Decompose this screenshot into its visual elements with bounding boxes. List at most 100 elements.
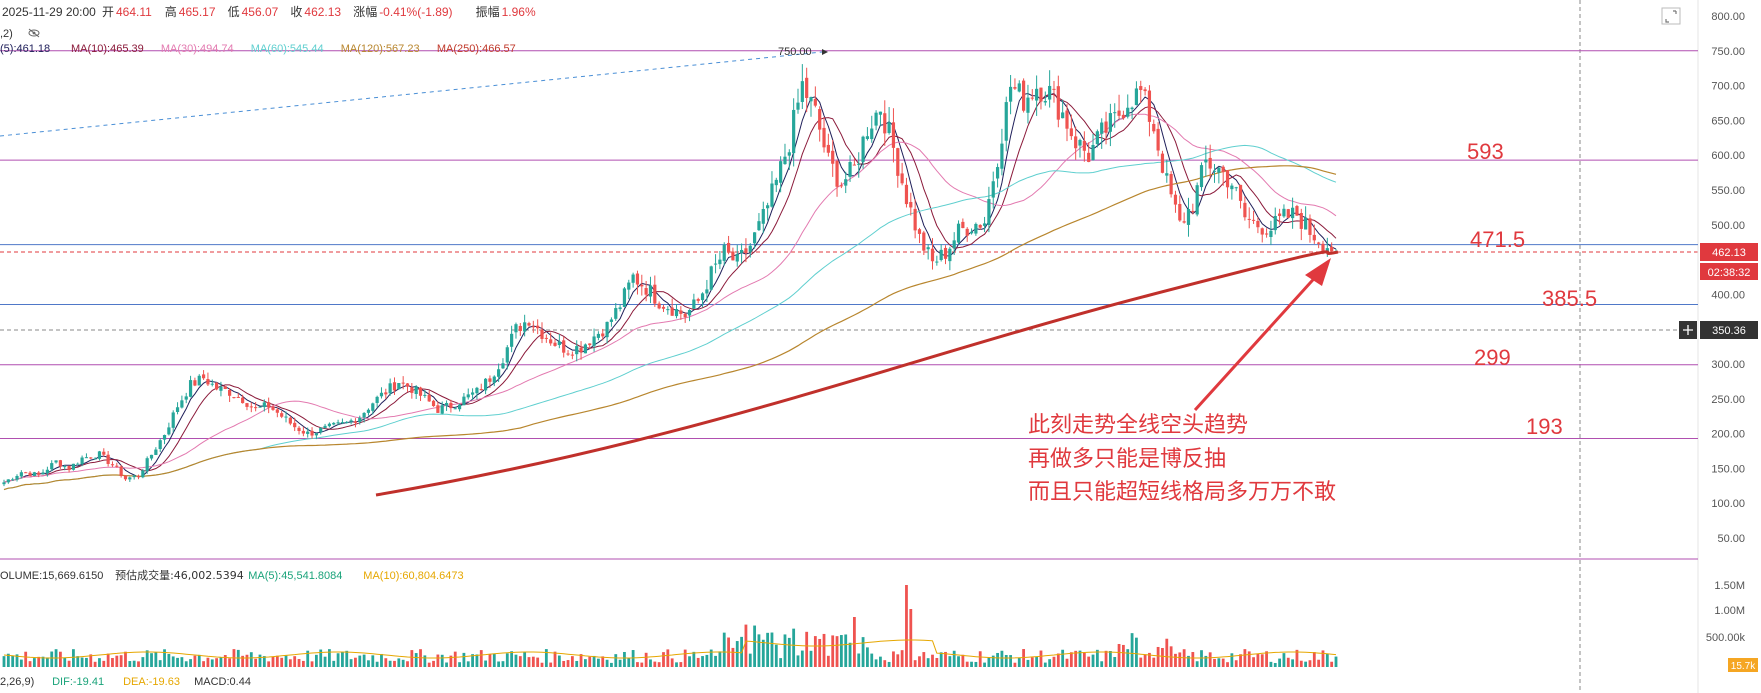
candle bbox=[896, 147, 900, 188]
volume-ma10-line bbox=[3, 639, 1337, 659]
candle-body bbox=[687, 310, 692, 316]
volume-bar bbox=[249, 652, 253, 667]
candle bbox=[228, 387, 232, 402]
candle-body bbox=[1113, 112, 1117, 114]
candle-body bbox=[1117, 110, 1121, 116]
volume-bar bbox=[106, 653, 110, 667]
candle bbox=[1282, 204, 1286, 218]
volume-bar bbox=[1312, 652, 1316, 667]
volume-bar bbox=[1195, 661, 1199, 667]
candle bbox=[267, 397, 271, 414]
candle bbox=[735, 244, 739, 267]
candle bbox=[54, 460, 58, 464]
crosshair-price-badge bbox=[1700, 321, 1758, 339]
candle-body bbox=[679, 310, 683, 314]
price-tick-label: 150.00 bbox=[1711, 463, 1745, 475]
candle bbox=[1078, 138, 1082, 158]
candle-body bbox=[1217, 167, 1221, 173]
candle bbox=[787, 149, 791, 170]
candle-body bbox=[987, 199, 991, 225]
volume-bar bbox=[835, 636, 839, 667]
volume-bar bbox=[393, 660, 396, 667]
candle-body bbox=[618, 307, 622, 310]
volume-bar bbox=[15, 654, 19, 667]
candle bbox=[171, 410, 175, 433]
candle-body bbox=[948, 248, 952, 262]
candle-body bbox=[696, 299, 700, 301]
candle bbox=[436, 401, 440, 413]
candle-body bbox=[1160, 153, 1165, 173]
volume-bar bbox=[93, 661, 97, 667]
volume-bar bbox=[696, 657, 700, 667]
peak-marker bbox=[822, 49, 828, 55]
volume-bar bbox=[1135, 637, 1138, 667]
candle-body bbox=[826, 144, 830, 153]
candle bbox=[466, 388, 470, 400]
candle bbox=[297, 426, 301, 435]
ma120-line bbox=[3, 165, 1337, 491]
volume-bar bbox=[874, 659, 878, 667]
volume-bar bbox=[219, 657, 223, 667]
candle bbox=[1173, 190, 1178, 213]
volume-bar bbox=[709, 649, 713, 667]
plus-icon[interactable] bbox=[1679, 321, 1697, 339]
volume-bar bbox=[1334, 656, 1338, 667]
candle-body bbox=[440, 405, 444, 414]
volume-bar bbox=[1174, 653, 1177, 667]
volume-bar bbox=[831, 635, 835, 667]
volume-bar bbox=[98, 658, 101, 667]
candle bbox=[809, 96, 813, 117]
eye-icon[interactable] bbox=[28, 28, 40, 38]
volume-bar bbox=[510, 651, 514, 667]
candle-body bbox=[982, 223, 987, 226]
candle-body bbox=[1152, 123, 1156, 132]
candle-body bbox=[549, 339, 553, 344]
candle-body bbox=[475, 387, 479, 394]
volume-bar bbox=[206, 657, 210, 667]
candle bbox=[739, 243, 744, 264]
volume-bar bbox=[1030, 657, 1034, 667]
volume-bar bbox=[631, 650, 635, 667]
candle bbox=[119, 464, 123, 478]
candle bbox=[154, 447, 158, 456]
ohlc-label: 涨幅 bbox=[353, 4, 377, 19]
volume-bar bbox=[189, 659, 192, 667]
candle-body bbox=[71, 463, 76, 470]
volume-bar bbox=[844, 634, 848, 667]
expand-icon[interactable] bbox=[1661, 7, 1681, 25]
candle-body bbox=[501, 363, 505, 369]
candle bbox=[818, 106, 822, 142]
volume-bar bbox=[466, 661, 470, 667]
candle-body bbox=[922, 232, 926, 251]
volume-bar bbox=[636, 662, 639, 667]
candle bbox=[757, 213, 761, 232]
candle bbox=[891, 108, 896, 163]
volume-bar bbox=[102, 660, 106, 667]
volume-bar bbox=[6, 653, 10, 667]
volume-bar bbox=[753, 625, 757, 667]
ma-legend-item: MA(30):494.74 bbox=[161, 43, 234, 55]
volume-bar bbox=[80, 657, 84, 667]
candle bbox=[293, 417, 297, 432]
candle-body bbox=[505, 347, 509, 363]
candle-body bbox=[379, 392, 384, 397]
volume-bar bbox=[644, 652, 648, 667]
candle bbox=[692, 293, 696, 309]
volume-bar bbox=[427, 662, 431, 667]
volume-bar bbox=[328, 649, 331, 667]
volume-bar bbox=[245, 654, 249, 667]
volume-bar bbox=[228, 658, 232, 667]
candle-body bbox=[84, 457, 89, 459]
candle-body bbox=[657, 303, 661, 309]
volume-bar bbox=[1304, 661, 1308, 667]
candle bbox=[700, 292, 705, 308]
candle bbox=[961, 218, 965, 229]
candle bbox=[188, 375, 193, 398]
candle bbox=[1074, 126, 1078, 160]
candle-body bbox=[1251, 219, 1256, 221]
candle-body bbox=[436, 405, 440, 413]
volume-bar bbox=[193, 655, 197, 667]
candle bbox=[657, 301, 661, 310]
candle-body bbox=[540, 329, 544, 339]
